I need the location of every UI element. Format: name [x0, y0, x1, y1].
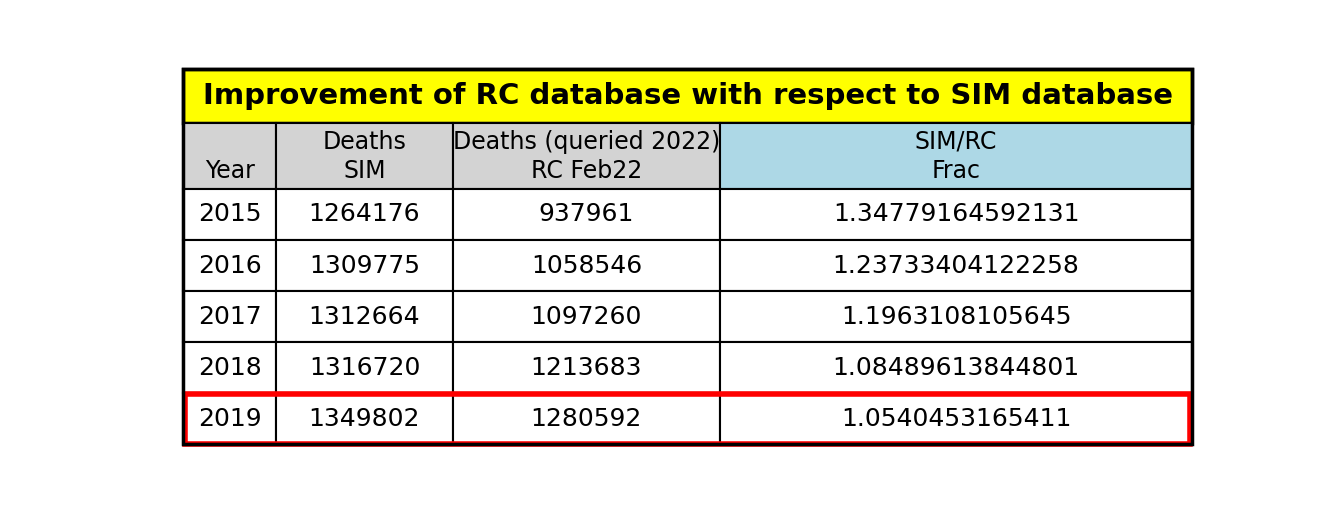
- Bar: [276, 393, 452, 444]
- Bar: [184, 342, 276, 393]
- Bar: [276, 189, 452, 240]
- Text: Deaths: Deaths: [322, 130, 407, 153]
- Text: SIM: SIM: [344, 158, 385, 182]
- Text: 1280592: 1280592: [530, 407, 641, 431]
- Bar: [184, 291, 276, 342]
- Text: 2017: 2017: [199, 305, 262, 329]
- Bar: [184, 393, 276, 444]
- Text: 1058546: 1058546: [530, 253, 641, 277]
- Bar: [452, 189, 721, 240]
- Bar: [721, 291, 1192, 342]
- Bar: [184, 69, 1192, 123]
- Bar: [452, 291, 721, 342]
- Text: Frac: Frac: [931, 158, 981, 182]
- Bar: [721, 189, 1192, 240]
- Text: 1264176: 1264176: [309, 203, 420, 227]
- Text: 1.23733404122258: 1.23733404122258: [832, 253, 1079, 277]
- Bar: [721, 123, 1192, 189]
- Bar: [452, 123, 721, 189]
- Bar: [721, 342, 1192, 393]
- Text: Year: Year: [205, 158, 255, 182]
- Bar: [721, 393, 1192, 444]
- Text: 1.08489613844801: 1.08489613844801: [832, 356, 1080, 379]
- Text: 2018: 2018: [197, 356, 262, 379]
- Bar: [184, 189, 276, 240]
- Bar: [276, 123, 452, 189]
- Bar: [276, 291, 452, 342]
- Text: 2015: 2015: [199, 203, 262, 227]
- Text: 2016: 2016: [197, 253, 262, 277]
- Bar: [276, 342, 452, 393]
- Text: 2019: 2019: [199, 407, 262, 431]
- Text: SIM/RC: SIM/RC: [915, 130, 997, 153]
- Text: 937961: 937961: [538, 203, 633, 227]
- Bar: [184, 123, 276, 189]
- Text: Improvement of RC database with respect to SIM database: Improvement of RC database with respect …: [203, 82, 1173, 110]
- Text: 1349802: 1349802: [309, 407, 420, 431]
- Bar: [185, 394, 1190, 443]
- Text: 1312664: 1312664: [309, 305, 420, 329]
- Bar: [452, 342, 721, 393]
- Text: 1097260: 1097260: [530, 305, 641, 329]
- Text: RC Feb22: RC Feb22: [530, 158, 641, 182]
- Bar: [184, 240, 276, 291]
- Text: Deaths (queried 2022): Deaths (queried 2022): [452, 130, 721, 153]
- Text: 1.1963108105645: 1.1963108105645: [841, 305, 1071, 329]
- Bar: [452, 393, 721, 444]
- Bar: [276, 240, 452, 291]
- Bar: [721, 240, 1192, 291]
- Bar: [452, 240, 721, 291]
- Text: 1.0540453165411: 1.0540453165411: [841, 407, 1071, 431]
- Text: 1316720: 1316720: [309, 356, 420, 379]
- Text: 1.34779164592131: 1.34779164592131: [833, 203, 1079, 227]
- Text: 1309775: 1309775: [309, 253, 420, 277]
- Text: 1213683: 1213683: [530, 356, 641, 379]
